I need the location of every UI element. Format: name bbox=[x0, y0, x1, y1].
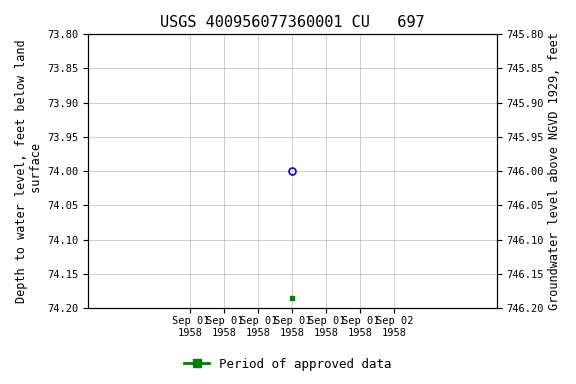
Y-axis label: Depth to water level, feet below land
 surface: Depth to water level, feet below land su… bbox=[15, 39, 43, 303]
Title: USGS 400956077360001 CU   697: USGS 400956077360001 CU 697 bbox=[160, 15, 425, 30]
Y-axis label: Groundwater level above NGVD 1929, feet: Groundwater level above NGVD 1929, feet bbox=[548, 32, 561, 310]
Legend: Period of approved data: Period of approved data bbox=[179, 353, 397, 376]
